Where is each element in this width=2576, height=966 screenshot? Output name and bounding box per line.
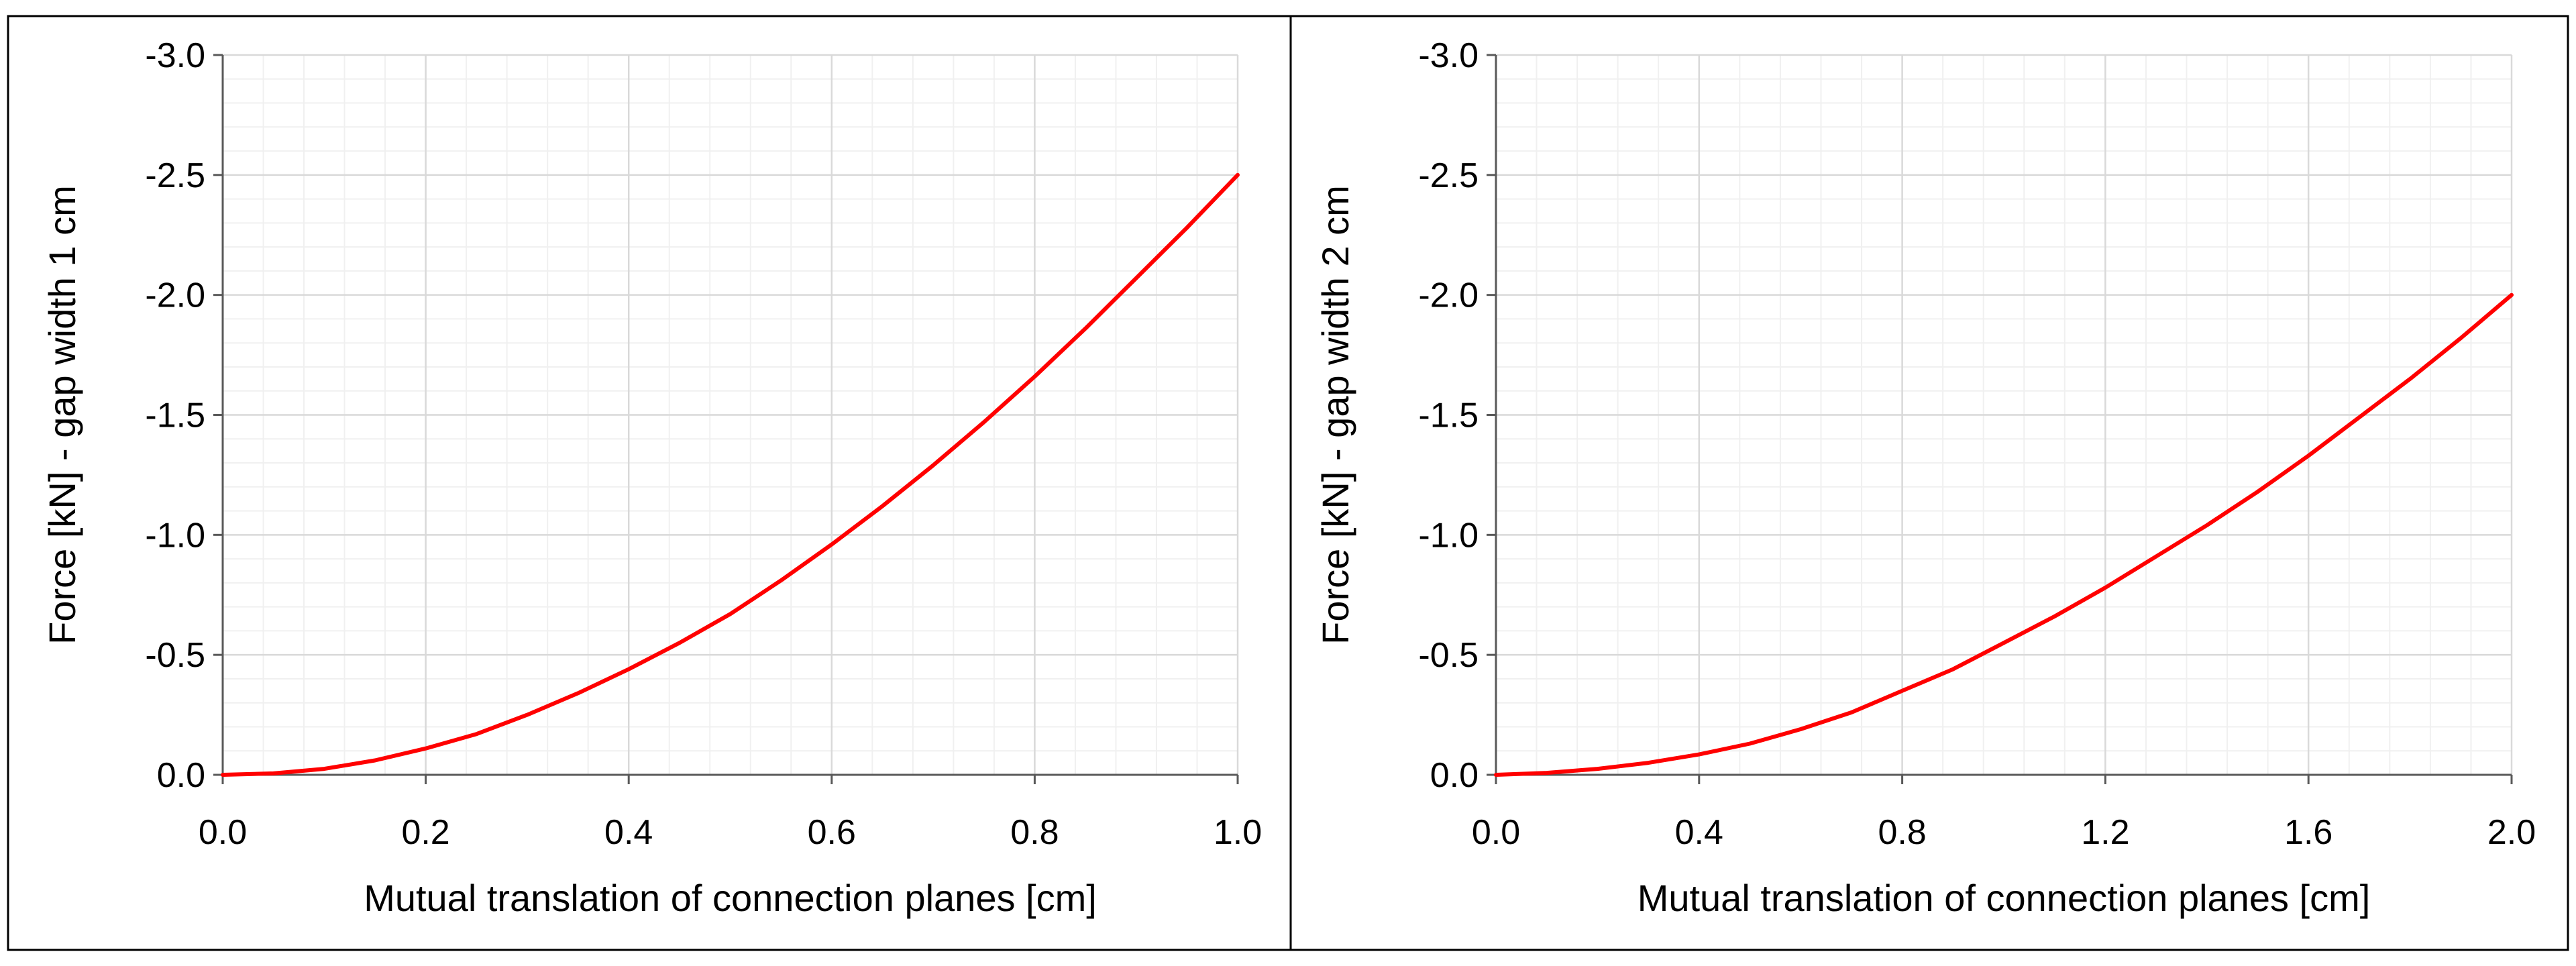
y-tick-label: -1.0 (145, 516, 205, 555)
y-tick-label: 0.0 (157, 756, 205, 795)
y-axis-title: Force [kN] - gap width 2 cm (1314, 185, 1356, 645)
y-tick-label: -2.5 (1418, 156, 1479, 195)
x-tick-label: 0.4 (604, 813, 653, 852)
y-tick-label: -0.5 (1418, 636, 1479, 675)
y-tick-label: -1.0 (1418, 516, 1479, 555)
y-tick-label: -2.5 (145, 156, 205, 195)
y-tick-label: -1.5 (145, 396, 205, 435)
chart-gap-1cm: 0.0 -0.5 -1.0 -1.5 -2.0 -2.5 -3.0 0.0 0.2 0.4 0.6 0… (7, 15, 1292, 951)
y-tick-label: 0.0 (1430, 756, 1479, 795)
x-tick-label: 0.2 (401, 813, 449, 852)
series-line (1494, 292, 2514, 777)
y-tick-label: -2.0 (1418, 276, 1479, 315)
x-tick-label: 0.8 (1878, 813, 1926, 852)
x-tick-label: 1.6 (2284, 813, 2332, 852)
x-tick-label: 1.0 (1214, 813, 1262, 852)
y-tick-label: -3.0 (1418, 36, 1479, 75)
y-tick-label: -3.0 (145, 36, 205, 75)
y-axis-title: Force [kN] - gap width 1 cm (41, 185, 83, 645)
chart-gap-2cm: 0.0 -0.5 -1.0 -1.5 -2.0 -2.5 -3.0 0.0 0.4 0.8 1.2 1… (1289, 15, 2569, 951)
x-tick-label: 0.4 (1675, 813, 1723, 852)
x-axis-title: Mutual translation of connection planes … (1638, 877, 2371, 919)
x-tick-label: 0.0 (1472, 813, 1520, 852)
y-tick-label: -2.0 (145, 276, 205, 315)
x-tick-label: 0.6 (808, 813, 856, 852)
x-tick-label: 0.8 (1010, 813, 1059, 852)
x-tick-label: 0.0 (199, 813, 247, 852)
series-line (221, 172, 1240, 777)
x-tick-label: 2.0 (2487, 813, 2536, 852)
panel-border (1289, 15, 2569, 951)
x-axis-title: Mutual translation of connection planes … (364, 877, 1097, 919)
x-tick-label: 1.2 (2081, 813, 2129, 852)
y-tick-label: -1.5 (1418, 396, 1479, 435)
y-tick-label: -0.5 (145, 636, 205, 675)
